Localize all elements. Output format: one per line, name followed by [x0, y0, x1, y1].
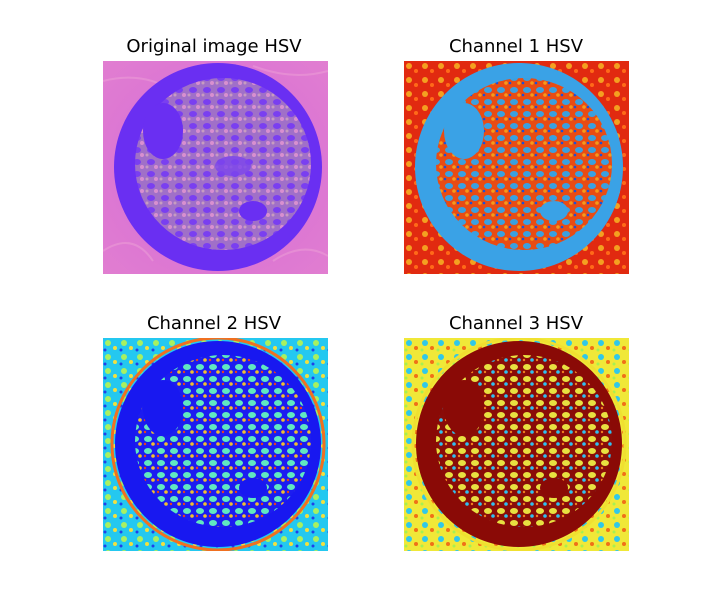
panel-title: Channel 3 HSV: [448, 313, 584, 334]
original-hsv-image: [103, 61, 328, 274]
panel-title: Channel 1 HSV: [448, 36, 584, 57]
channel-3-hsv-image: [404, 338, 629, 551]
panel-title: Channel 2 HSV: [146, 313, 282, 334]
channel-1-hsv-image: [404, 61, 629, 274]
channel-2-hsv-image: [103, 338, 328, 551]
panel-title: Original image HSV: [126, 36, 302, 57]
